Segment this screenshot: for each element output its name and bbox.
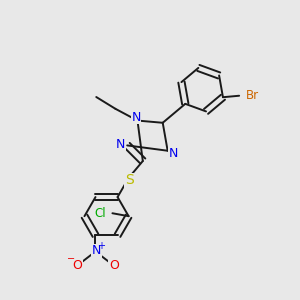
Text: O: O — [72, 259, 82, 272]
Text: N: N — [131, 110, 141, 124]
Text: S: S — [125, 173, 134, 187]
Text: N: N — [116, 138, 125, 151]
Text: −: − — [67, 254, 75, 264]
Text: N: N — [169, 147, 178, 160]
Text: Br: Br — [246, 89, 259, 102]
Text: Cl: Cl — [94, 207, 106, 220]
Text: N: N — [92, 244, 101, 257]
Text: O: O — [109, 259, 119, 272]
Text: +: + — [98, 241, 105, 251]
